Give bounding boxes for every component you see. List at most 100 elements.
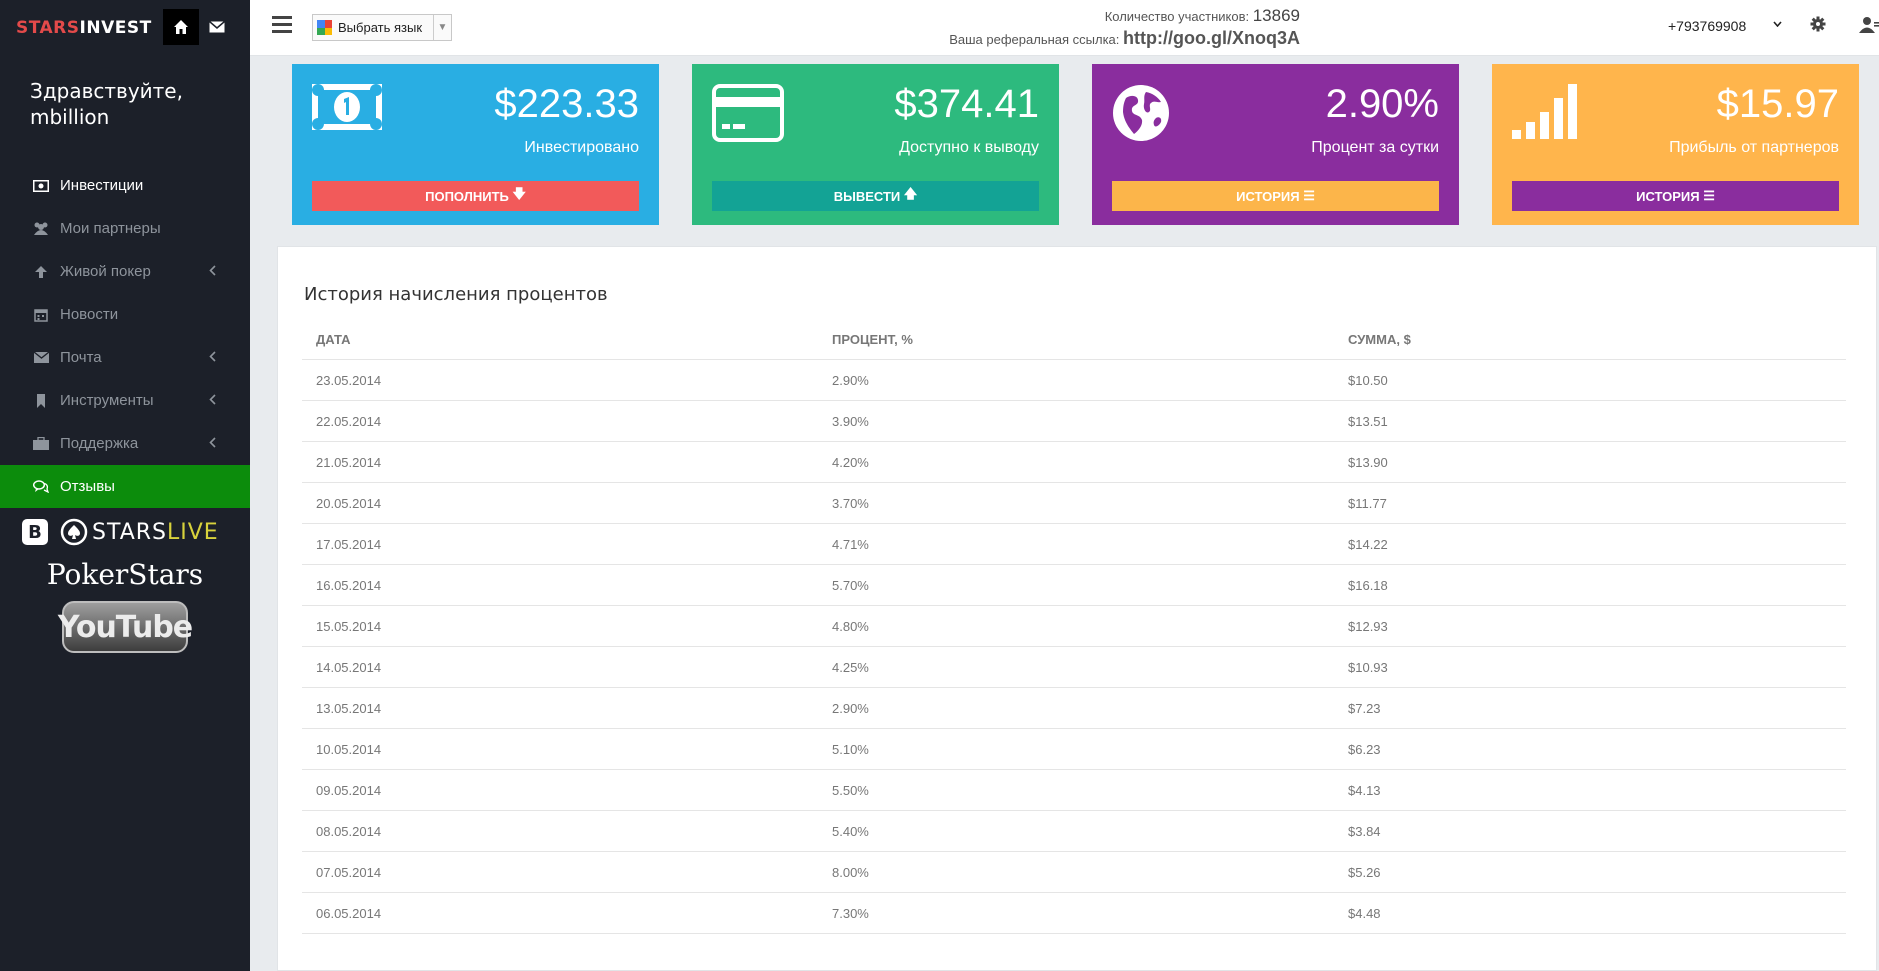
daily-percent-value: 2.90% — [1325, 82, 1439, 126]
cell-amount: $16.18 — [1348, 577, 1388, 593]
cell-date: 20.05.2014 — [316, 495, 382, 511]
cell-percent: 4.71% — [832, 536, 869, 552]
user-icon[interactable] — [1859, 16, 1879, 38]
sidebar-nav: Инвестиции Мои партнеры Живой покер Ново… — [0, 164, 250, 508]
partner-profit-label: Прибыль от партнеров — [1669, 139, 1839, 156]
column-header-date: ДАТА — [316, 331, 351, 347]
social-links: B STARSLIVE PokerStars YouTube — [0, 508, 250, 653]
arrow-up-icon — [32, 265, 50, 279]
table-row: 20.05.2014 3.70% $11.77 — [302, 483, 1846, 524]
cell-percent: 7.30% — [832, 905, 869, 921]
cell-percent: 4.20% — [832, 454, 869, 470]
home-button[interactable] — [163, 9, 199, 45]
cell-date: 07.05.2014 — [316, 864, 382, 880]
spade-icon — [60, 518, 88, 546]
partner-profit-value: $15.97 — [1716, 82, 1839, 126]
list-icon: ☰ — [1303, 188, 1315, 203]
history-title: История начисления процентов — [304, 284, 608, 305]
sidebar-item-partners[interactable]: Мои партнеры — [0, 207, 250, 250]
referral-info: Количество участников: 13869 Ваша рефера… — [800, 6, 1300, 49]
chevron-left-icon — [209, 435, 216, 452]
deposit-button-label: ПОПОЛНИТЬ — [425, 188, 509, 204]
referral-link[interactable]: http://goo.gl/Xnoq3A — [1123, 28, 1300, 48]
cell-percent: 3.70% — [832, 495, 869, 511]
sidebar-item-news[interactable]: Новости — [0, 293, 250, 336]
percent-history-button[interactable]: ИСТОРИЯ ☰ — [1112, 181, 1439, 211]
language-select[interactable]: Выбрать язык ▼ — [312, 14, 452, 41]
brand-logo[interactable]: STARSINVEST — [16, 18, 152, 38]
pokerstars-logo[interactable]: PokerStars — [46, 558, 204, 591]
username: mbillion — [30, 105, 110, 129]
list-icon: ☰ — [1703, 188, 1715, 203]
table-row: 13.05.2014 2.90% $7.23 — [302, 688, 1846, 729]
chevron-left-icon — [209, 392, 216, 409]
brand-part1: STARS — [16, 18, 80, 38]
banknote-icon — [312, 84, 382, 135]
comments-icon — [32, 480, 50, 493]
stat-card-invested: $223.33 Инвестировано ПОПОЛНИТЬ 🡇 — [292, 64, 659, 225]
sidebar-item-label: Новости — [60, 306, 119, 323]
cell-date: 23.05.2014 — [316, 372, 382, 388]
available-label: Доступно к выводу — [899, 139, 1039, 156]
mail-button[interactable] — [199, 9, 235, 45]
cell-date: 10.05.2014 — [316, 741, 382, 757]
sidebar-item-investments[interactable]: Инвестиции — [0, 164, 250, 207]
sidebar-item-support[interactable]: Поддержка — [0, 422, 250, 465]
withdraw-button[interactable]: ВЫВЕСТИ 🡅 — [712, 181, 1039, 211]
cell-date: 22.05.2014 — [316, 413, 382, 429]
cell-percent: 5.40% — [832, 823, 869, 839]
cell-date: 21.05.2014 — [316, 454, 382, 470]
sidebar-item-label: Живой покер — [60, 263, 151, 280]
deposit-button[interactable]: ПОПОЛНИТЬ 🡇 — [312, 181, 639, 211]
cell-date: 06.05.2014 — [316, 905, 382, 921]
credit-card-icon — [712, 84, 784, 147]
youtube-logo[interactable]: YouTube — [58, 601, 193, 653]
cell-amount: $5.26 — [1348, 864, 1381, 880]
sidebar-item-tools[interactable]: Инструменты — [0, 379, 250, 422]
signal-bars-icon — [1512, 84, 1578, 145]
cell-amount: $12.93 — [1348, 618, 1388, 634]
starslive-part2: LIVE — [167, 519, 219, 545]
users-icon — [32, 222, 50, 235]
table-row: 15.05.2014 4.80% $12.93 — [302, 606, 1846, 647]
cell-amount: $14.22 — [1348, 536, 1388, 552]
percent-history-button-label: ИСТОРИЯ — [1236, 188, 1300, 204]
cell-amount: $10.93 — [1348, 659, 1388, 675]
vk-logo[interactable]: B — [22, 519, 48, 545]
bookmark-icon — [32, 393, 50, 408]
cell-amount: $13.90 — [1348, 454, 1388, 470]
gear-icon[interactable] — [1810, 16, 1826, 37]
sidebar-item-mail[interactable]: Почта — [0, 336, 250, 379]
sidebar-item-reviews[interactable]: Отзывы — [0, 465, 250, 508]
history-table: ДАТА ПРОЦЕНТ, % СУММА, $ 23.05.2014 2.90%… — [302, 319, 1846, 934]
cell-date: 13.05.2014 — [316, 700, 382, 716]
cell-amount: $13.51 — [1348, 413, 1388, 429]
caret-down-icon: ▼ — [433, 15, 451, 40]
partner-history-button[interactable]: ИСТОРИЯ ☰ — [1512, 181, 1839, 211]
chevron-left-icon — [209, 349, 216, 366]
chevron-down-icon[interactable] — [1773, 18, 1782, 30]
sidebar: STARSINVEST Здравствуйте, mbillion Инвес… — [0, 0, 250, 971]
user-phone[interactable]: +793769908 — [1668, 18, 1747, 34]
calendar-icon — [32, 308, 50, 322]
cell-date: 08.05.2014 — [316, 823, 382, 839]
menu-toggle-icon[interactable] — [272, 16, 292, 37]
cell-amount: $11.77 — [1348, 495, 1387, 511]
table-row: 22.05.2014 3.90% $13.51 — [302, 401, 1846, 442]
column-header-amount: СУММА, $ — [1348, 331, 1411, 347]
brand-bar: STARSINVEST — [0, 0, 250, 56]
table-row: 10.05.2014 5.10% $6.23 — [302, 729, 1846, 770]
sidebar-item-label: Инвестиции — [60, 177, 144, 194]
google-translate-icon — [317, 20, 332, 35]
social-row: B STARSLIVE — [0, 514, 250, 550]
sidebar-item-live-poker[interactable]: Живой покер — [0, 250, 250, 293]
sidebar-item-label: Отзывы — [60, 478, 115, 495]
table-row: 08.05.2014 5.40% $3.84 — [302, 811, 1846, 852]
cell-date: 14.05.2014 — [316, 659, 382, 675]
home-icon — [174, 20, 188, 34]
history-panel: История начисления процентов ДАТА ПРОЦЕН… — [277, 246, 1877, 971]
starslive-logo[interactable]: STARSLIVE — [60, 518, 219, 546]
referral-label: Ваша реферальная ссылка: — [949, 32, 1120, 47]
arrow-up-icon: 🡅 — [903, 186, 918, 201]
sidebar-item-label: Мои партнеры — [60, 220, 161, 237]
